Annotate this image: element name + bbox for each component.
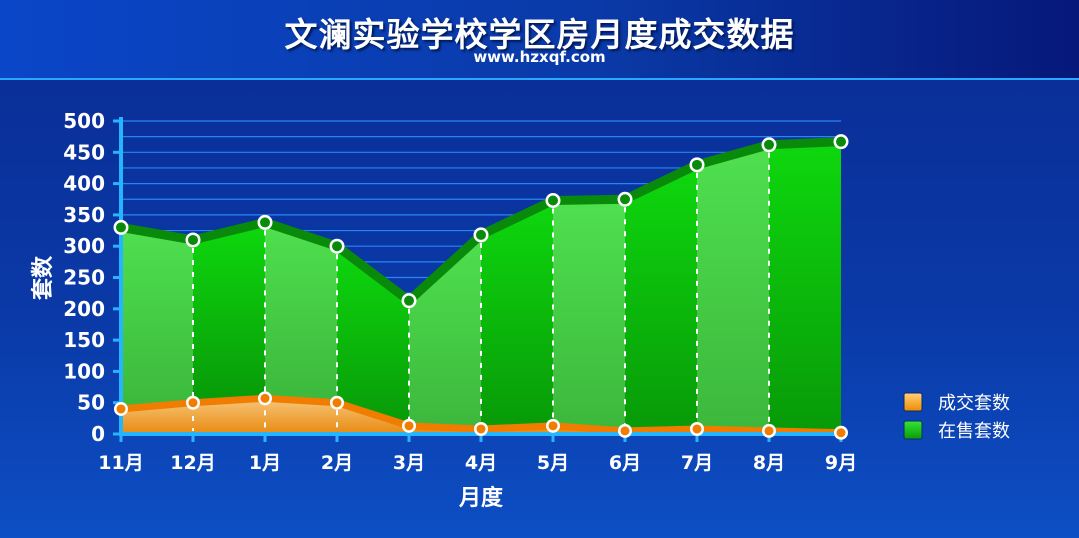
data-point-onsale — [476, 229, 486, 240]
data-point-onsale — [404, 295, 414, 306]
data-point-sold — [116, 404, 126, 414]
series-area-onsale-band — [697, 144, 769, 431]
y-tick-label: 400 — [63, 172, 105, 196]
x-tick-label: 8月 — [753, 452, 785, 474]
y-tick-label: 150 — [63, 328, 105, 352]
data-point-sold — [548, 421, 558, 431]
data-point-onsale — [332, 241, 342, 252]
x-tick-label: 11月 — [98, 452, 143, 474]
data-point-onsale — [260, 217, 270, 228]
x-tick-label: 1月 — [249, 452, 281, 474]
series-area-onsale-band — [265, 222, 337, 403]
x-tick-label: 12月 — [170, 452, 215, 474]
y-tick-label: 350 — [63, 203, 105, 227]
series-area-onsale-band — [553, 199, 625, 431]
y-tick-label: 500 — [63, 109, 105, 133]
x-tick-label: 5月 — [537, 452, 569, 474]
x-tick-label: 3月 — [393, 452, 425, 474]
legend-item-sold-label: 成交套数 — [938, 393, 1010, 414]
series-area-onsale-band — [481, 200, 553, 429]
data-point-sold — [764, 426, 774, 436]
title-banner: 文澜实验学校学区房月度成交数据 www.hzxqf.com — [0, 0, 1079, 80]
data-point-onsale — [188, 234, 198, 245]
x-tick-label: 9月 — [825, 452, 857, 474]
x-tick-label: 2月 — [321, 452, 353, 474]
data-point-sold — [476, 424, 486, 434]
data-point-onsale — [116, 222, 126, 233]
data-point-sold — [620, 426, 630, 436]
y-tick-label: 450 — [63, 140, 105, 164]
data-point-sold — [404, 421, 414, 431]
chart-subtitle: www.hzxqf.com — [473, 48, 606, 66]
series-area-onsale-band — [193, 222, 265, 403]
data-point-onsale — [692, 159, 702, 170]
data-point-sold — [692, 424, 702, 434]
data-point-onsale — [620, 194, 630, 205]
series-area-onsale-band — [769, 141, 841, 433]
series-area-onsale-band — [121, 227, 193, 409]
chart-title: 文澜实验学校学区房月度成交数据 — [284, 15, 795, 54]
y-tick-label: 0 — [91, 422, 105, 446]
data-point-onsale — [548, 195, 558, 206]
x-axis-title: 月度 — [458, 485, 504, 511]
y-axis-title: 套数 — [30, 255, 56, 300]
legend-item-onsale-swatch — [903, 420, 923, 440]
y-tick-label: 250 — [63, 266, 105, 290]
y-tick-label: 100 — [63, 359, 105, 383]
data-point-onsale — [836, 136, 846, 147]
legend-item-onsale-label: 在售套数 — [938, 421, 1010, 442]
y-tick-label: 300 — [63, 234, 105, 258]
legend-item-sold-swatch — [903, 392, 923, 412]
data-point-sold — [260, 393, 270, 403]
series-area-sold — [121, 398, 841, 434]
x-tick-label: 4月 — [465, 452, 497, 474]
x-tick-label: 6月 — [609, 452, 641, 474]
series-area-onsale-band — [625, 164, 697, 431]
data-point-sold — [332, 398, 342, 408]
y-tick-label: 50 — [77, 391, 105, 415]
data-point-onsale — [764, 139, 774, 150]
series-area-onsale-band — [409, 234, 481, 429]
x-tick-label: 7月 — [681, 452, 713, 474]
y-tick-label: 200 — [63, 297, 105, 321]
data-point-sold — [836, 428, 846, 438]
data-point-sold — [188, 398, 198, 408]
